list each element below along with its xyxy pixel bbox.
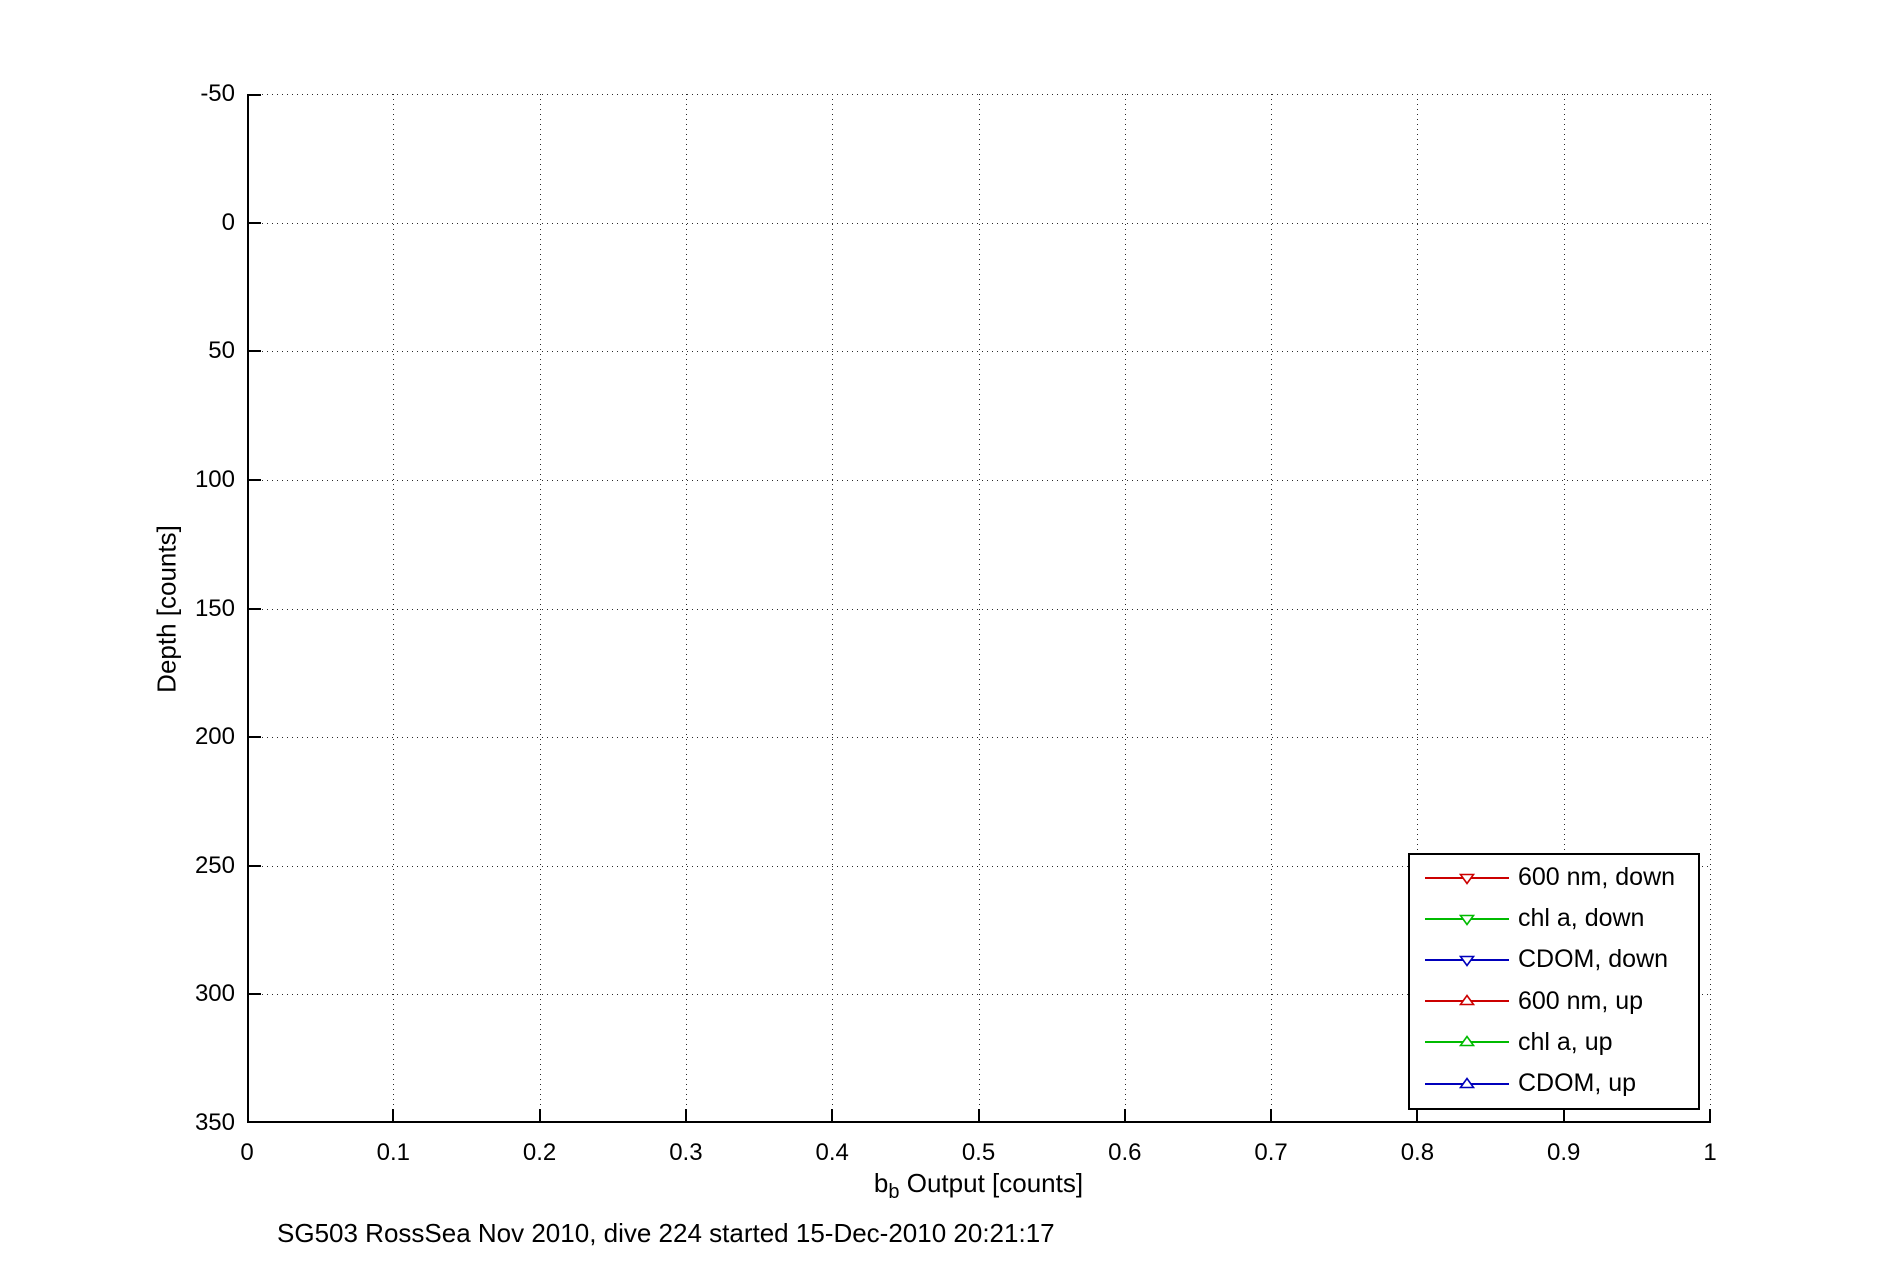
gridline-horizontal xyxy=(247,737,1710,739)
gridline-vertical xyxy=(1710,94,1711,1123)
x-axis-line xyxy=(247,1121,1710,1123)
y-tick-label: 50 xyxy=(208,337,235,365)
legend-line-sample xyxy=(1425,994,1509,1008)
triangle-down-icon xyxy=(1458,955,1476,967)
x-tick-label: 0.8 xyxy=(1400,1139,1435,1166)
x-tick-mark xyxy=(1709,1109,1711,1123)
x-tick-mark xyxy=(831,1109,834,1123)
y-axis-label: Depth [counts] xyxy=(151,524,182,693)
legend: 600 nm, down chl a, down CDOM, down 600 nm,… xyxy=(1408,853,1700,1110)
legend-line-sample xyxy=(1425,953,1509,967)
x-tick-label: 1 xyxy=(1703,1139,1717,1166)
x-tick-label: 0.4 xyxy=(815,1139,849,1166)
y-tick-mark xyxy=(247,736,261,739)
legend-entry: chl a, down xyxy=(1410,898,1698,939)
legend-label: CDOM, down xyxy=(1518,945,1669,974)
x-tick-mark xyxy=(1123,1109,1126,1123)
y-tick-label: -50 xyxy=(200,80,235,107)
y-tick-label: 200 xyxy=(194,723,235,751)
legend-line-sample xyxy=(1425,871,1509,885)
y-tick-label: 100 xyxy=(194,465,235,493)
triangle-down-icon xyxy=(1458,914,1476,926)
legend-line-sample xyxy=(1425,1035,1509,1049)
x-axis-label-rest: Output [counts] xyxy=(899,1168,1084,1198)
x-tick-mark xyxy=(1562,1109,1565,1123)
x-axis-label: bb Output [counts] xyxy=(247,1168,1710,1204)
legend-entry: 600 nm, up xyxy=(1410,981,1698,1022)
legend-line-sample xyxy=(1425,1076,1509,1091)
gridline-horizontal xyxy=(247,608,1710,610)
gridline-horizontal xyxy=(247,479,1710,481)
triangle-up-icon xyxy=(1458,1076,1476,1088)
legend-label: chl a, down xyxy=(1518,904,1645,933)
y-tick-mark xyxy=(247,94,261,96)
y-tick-mark xyxy=(247,350,261,353)
y-tick-label: 250 xyxy=(194,851,235,879)
y-tick-label: 300 xyxy=(194,980,235,1008)
triangle-down-icon xyxy=(1458,873,1476,885)
legend-label: chl a, up xyxy=(1518,1027,1613,1056)
x-tick-mark xyxy=(538,1109,541,1123)
y-tick-label: 350 xyxy=(194,1109,235,1136)
triangle-up-icon xyxy=(1458,1035,1476,1047)
legend-entry: chl a, up xyxy=(1410,1022,1698,1063)
x-tick-mark xyxy=(1270,1109,1273,1123)
x-tick-label: 0.3 xyxy=(669,1139,703,1166)
y-tick-mark xyxy=(247,993,261,996)
x-tick-label: 0.2 xyxy=(522,1139,557,1166)
y-tick-mark xyxy=(247,607,261,610)
legend-line-sample xyxy=(1425,912,1509,926)
x-tick-label: 0.7 xyxy=(1254,1139,1288,1166)
x-tick-label: 0 xyxy=(240,1139,254,1166)
x-tick-mark xyxy=(684,1109,687,1123)
gridline-horizontal xyxy=(247,94,1710,95)
x-axis-label-base: b xyxy=(873,1168,889,1198)
legend-label: 600 nm, down xyxy=(1518,863,1676,892)
x-tick-mark xyxy=(392,1109,395,1123)
gridline-horizontal xyxy=(247,865,1710,867)
legend-entry: CDOM, up xyxy=(1410,1063,1698,1104)
legend-label: 600 nm, up xyxy=(1518,986,1644,1015)
gridline-horizontal xyxy=(247,351,1710,353)
legend-entry: 600 nm, down xyxy=(1410,857,1698,898)
y-tick-label: 0 xyxy=(221,208,235,236)
plot-area xyxy=(247,94,1711,1123)
triangle-up-icon xyxy=(1458,994,1476,1006)
y-tick-mark xyxy=(247,221,261,224)
y-tick-mark xyxy=(247,864,261,867)
figure-caption: SG503 RossSea Nov 2010, dive 224 started… xyxy=(277,1218,1055,1248)
x-tick-label: 0.9 xyxy=(1547,1139,1581,1166)
y-tick-label: 150 xyxy=(194,594,235,622)
x-tick-label: 0.6 xyxy=(1108,1139,1142,1166)
x-tick-mark xyxy=(1416,1109,1419,1123)
legend-label: CDOM, up xyxy=(1518,1069,1637,1098)
x-tick-label: 0.1 xyxy=(376,1139,410,1166)
legend-entry: CDOM, down xyxy=(1410,939,1698,980)
x-axis-label-subscript: b xyxy=(888,1181,900,1204)
gridline-horizontal xyxy=(247,222,1710,224)
gridline-horizontal xyxy=(247,994,1710,996)
y-axis-line xyxy=(247,94,249,1123)
x-tick-mark xyxy=(977,1109,980,1123)
y-tick-mark xyxy=(247,478,261,481)
x-tick-label: 0.5 xyxy=(961,1139,996,1166)
